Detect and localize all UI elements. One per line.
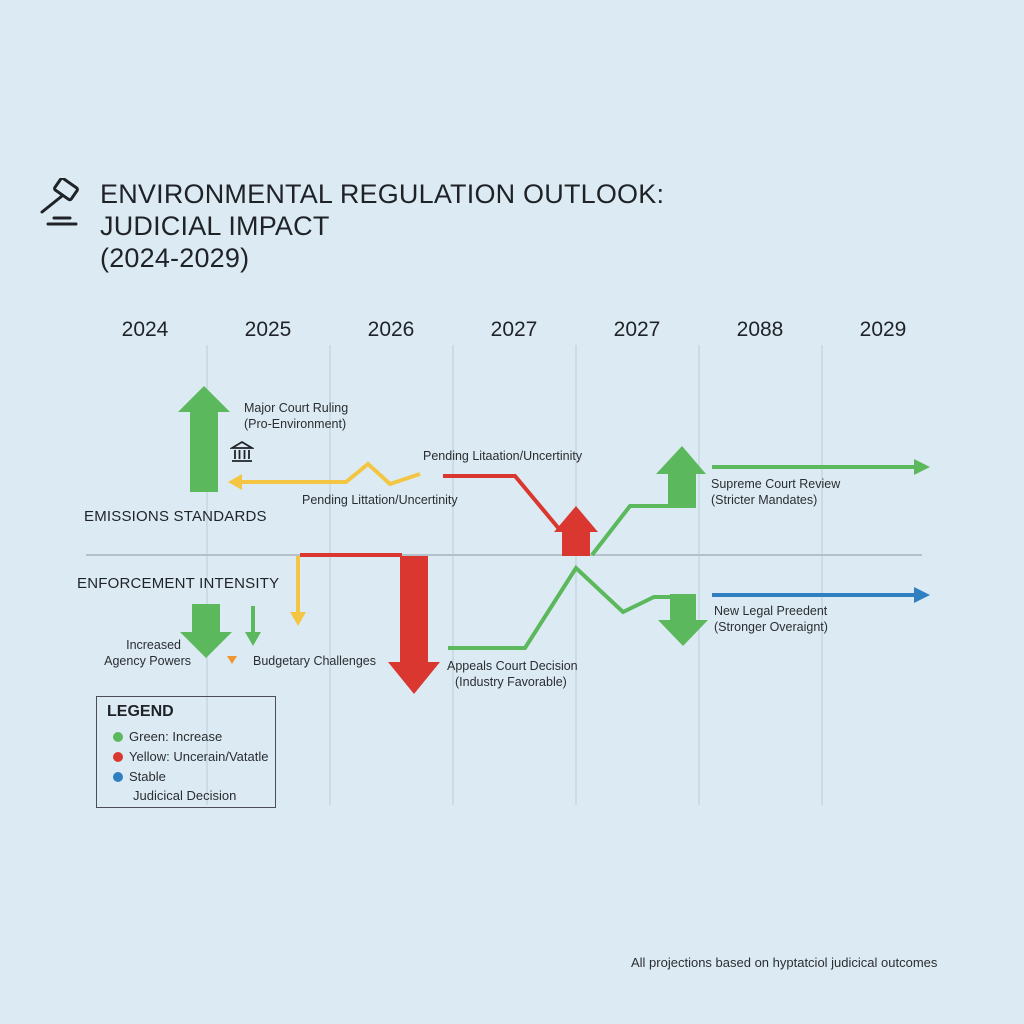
title-line-3: (2024-2029) — [100, 243, 250, 273]
budget-label: Budgetary Challenges — [253, 654, 376, 668]
agency-line-2: Agency Powers — [104, 654, 191, 668]
title-line-2: JUDICIAL IMPACT — [100, 211, 330, 241]
major-ruling-line-2: (Pro-Environment) — [244, 417, 347, 431]
legend-label: Yellow: Uncerain/Vatatle — [129, 749, 269, 764]
precedent-down-arrow — [658, 594, 708, 646]
year-label: 2027 — [490, 318, 538, 341]
legend-item: Yellow: Uncerain/Vatatle — [113, 749, 268, 764]
budget-marker — [227, 656, 237, 664]
legend: LEGEND Green: Increase Yellow: Uncerain/… — [96, 696, 276, 808]
appeals-line — [448, 564, 670, 650]
row-label-enforcement: ENFORCEMENT INTENSITY — [77, 575, 280, 592]
legend-label: Green: Increase — [129, 729, 223, 744]
legend-label: Stable — [129, 769, 166, 784]
diagram-title: ENVIRONMENTAL REGULATION OUTLOOK: JUDICI… — [100, 178, 664, 274]
yellow-drop-arrowhead — [290, 612, 306, 626]
pending-litigation-line — [240, 461, 421, 487]
agency-line-1: Increased — [126, 638, 181, 652]
year-label: 2088 — [736, 318, 784, 341]
yellow-arrowhead-left — [228, 474, 242, 490]
courthouse-icon — [230, 440, 254, 462]
title-line-1: ENVIRONMENTAL REGULATION OUTLOOK: — [100, 179, 665, 209]
emissions-increase-arrow — [178, 386, 230, 492]
year-gridlines — [206, 345, 823, 805]
agency-power-arrow — [180, 604, 232, 658]
legend-dot-blue — [113, 772, 123, 782]
appeals-line-1: Appeals Court Decision — [447, 659, 578, 673]
year-label: 2026 — [367, 318, 415, 341]
supreme-arrowhead — [914, 459, 930, 475]
year-label: 2027 — [613, 318, 661, 341]
legend-dot-red — [113, 752, 123, 762]
legend-dot-green — [113, 732, 123, 742]
supreme-line-1: Supreme Court Review — [711, 477, 841, 491]
supreme-up-arrow — [656, 446, 706, 508]
precedent-arrowhead — [914, 587, 930, 603]
emissions-decline-line — [443, 474, 562, 532]
precedent-label: New Legal Preedent (Stronger Overaignt) — [714, 603, 828, 635]
year-label: 2024 — [121, 318, 169, 341]
legend-extra: Judicical Decision — [133, 788, 237, 803]
small-green-arrowhead — [245, 632, 261, 646]
gavel-icon — [40, 178, 79, 226]
agency-powers-label: Increased Agency Powers — [100, 637, 191, 669]
footnote: All projections based on hyptatciol judi… — [631, 955, 938, 970]
appeals-line-2: (Industry Favorable) — [455, 675, 567, 689]
legend-item: Green: Increase — [113, 729, 222, 744]
red-up-arrow — [554, 506, 598, 556]
pending-litigation-bottom-label: Pending Littation/Uncertinity — [302, 493, 458, 507]
pending-litigation-top-label: Pending Litaation/Uncertinity — [423, 449, 583, 463]
appeals-label: Appeals Court Decision (Industry Favorab… — [447, 658, 578, 690]
major-ruling-label: Major Court Ruling (Pro-Environment) — [244, 400, 348, 432]
supreme-line-2: (Stricter Mandates) — [711, 493, 818, 507]
major-ruling-line-1: Major Court Ruling — [244, 401, 349, 415]
year-label: 2029 — [859, 318, 907, 341]
legend-item: Stable — [113, 769, 166, 784]
legend-title: LEGEND — [107, 703, 174, 720]
emissions-recovery-line — [590, 504, 670, 557]
year-label: 2025 — [244, 318, 292, 341]
budget-down-arrow — [388, 556, 440, 694]
precedent-line-1: New Legal Preedent — [714, 604, 828, 618]
row-label-emissions: EMISSIONS STANDARDS — [84, 508, 267, 525]
precedent-line-2: (Stronger Overaignt) — [714, 620, 828, 634]
supreme-court-label: Supreme Court Review (Stricter Mandates) — [711, 476, 840, 508]
